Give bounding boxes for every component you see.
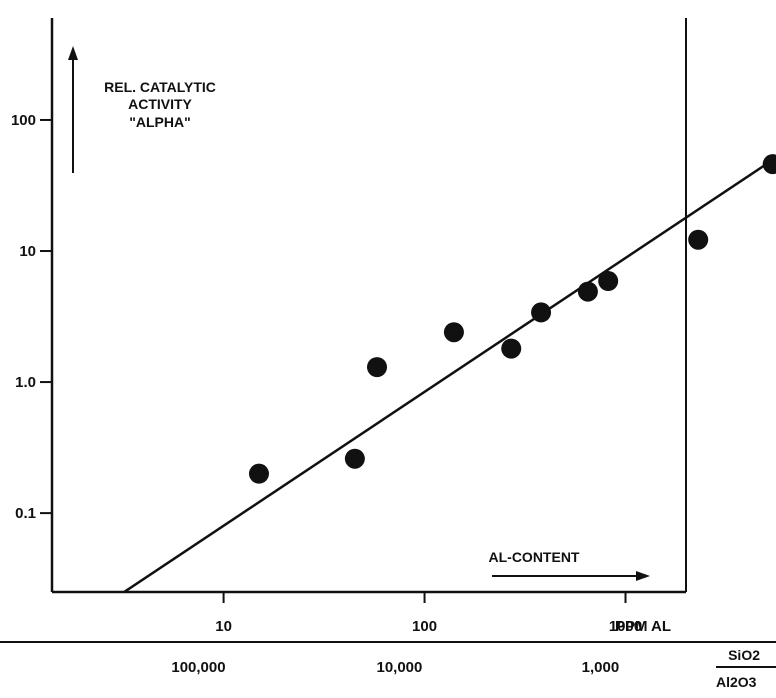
data-points xyxy=(248,154,776,484)
data-point xyxy=(344,448,365,469)
y-axis-label-line-3: "ALPHA" xyxy=(129,114,191,130)
fit-line-group xyxy=(123,156,776,594)
x-tick-label: 1000 xyxy=(609,618,642,635)
y-tick-label: 0.1 xyxy=(15,505,36,522)
x-ticks-primary: 10 100 1000 xyxy=(215,592,642,635)
data-point xyxy=(501,338,522,359)
data-point xyxy=(443,322,464,343)
y-tick-label: 1.0 xyxy=(15,374,36,391)
ratio-numerator: SiO2 xyxy=(728,647,760,663)
data-point xyxy=(688,229,709,250)
y-axis-label-line-2: ACTIVITY xyxy=(128,96,192,112)
data-point xyxy=(577,281,598,302)
secondary-tick-label: 1,000 xyxy=(582,659,620,676)
ratio-denominator: Al2O3 xyxy=(716,674,757,690)
x-tick-label: 10 xyxy=(215,618,232,635)
data-point xyxy=(248,463,269,484)
y-tick-label: 100 xyxy=(11,112,36,129)
secondary-tick-label: 10,000 xyxy=(376,659,422,676)
y-axis-label-line-1: REL. CATALYTIC xyxy=(104,79,216,95)
fit-line xyxy=(123,156,776,594)
x-tick-label: 100 xyxy=(412,618,437,635)
x-axis-arrow xyxy=(492,571,650,581)
secondary-tick-label: 100,000 xyxy=(171,659,225,676)
data-point xyxy=(762,154,776,175)
primary-x-unit: PPM AL xyxy=(615,618,671,635)
x-axis-label: AL-CONTENT xyxy=(489,549,580,565)
data-point xyxy=(531,302,552,323)
y-axis-arrow xyxy=(68,46,78,173)
y-ticks: 100 10 1.0 0.1 xyxy=(11,112,52,522)
y-tick-label: 10 xyxy=(19,243,36,260)
data-point xyxy=(598,271,619,292)
data-point xyxy=(367,357,388,378)
